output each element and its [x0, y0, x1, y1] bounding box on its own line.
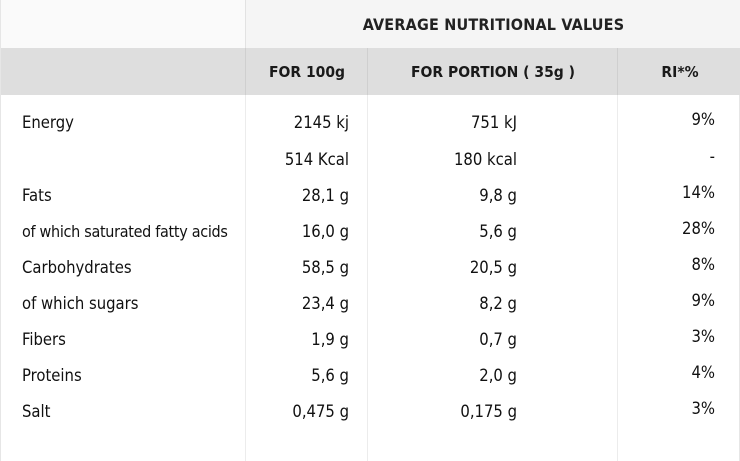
- nutrient-name: Fibers: [22, 330, 66, 349]
- nutrient-name: Salt: [22, 402, 51, 421]
- value-per-100g: 28,1 g: [301, 186, 349, 205]
- header-ri: RI*%: [617, 48, 740, 95]
- ri-percent: 28%: [682, 219, 715, 238]
- ri-percent: 8%: [691, 255, 715, 274]
- header-name: [1, 48, 245, 95]
- header-per-100g: FOR 100g: [245, 48, 368, 95]
- value-per-100g: 5,6 g: [311, 366, 349, 385]
- nutrient-name: [22, 142, 244, 178]
- table-row: Energy 2145 kj 751 kJ 9%: [1, 105, 740, 141]
- value-per-100g: 23,4 g: [301, 294, 349, 313]
- table-row: Proteins 5,6 g 2,0 g 4%: [1, 358, 740, 394]
- nutrient-name: Carbohydrates: [22, 258, 132, 277]
- value-per-portion: 2,0 g: [479, 366, 517, 385]
- header-row: FOR 100g FOR PORTION ( 35g ) RI*%: [1, 48, 740, 95]
- nutrient-name: of which saturated fatty acids: [22, 222, 228, 241]
- table-row: Fibers 1,9 g 0,7 g 3%: [1, 322, 740, 358]
- value-per-portion: 0,7 g: [479, 330, 517, 349]
- table-row: Salt 0,475 g 0,175 g 3%: [1, 394, 740, 430]
- ri-percent: 3%: [691, 327, 715, 346]
- title-band: AVERAGE NUTRITIONAL VALUES: [1, 0, 740, 48]
- table-row: Carbohydrates 58,5 g 20,5 g 8%: [1, 250, 740, 286]
- ri-percent: 9%: [691, 110, 715, 129]
- value-per-100g: 514 Kcal: [284, 150, 349, 169]
- table-row: 514 Kcal 180 kcal -: [1, 142, 740, 178]
- value-per-100g: 16,0 g: [301, 222, 349, 241]
- table-row: Fats 28,1 g 9,8 g 14%: [1, 178, 740, 214]
- value-per-portion: 0,175 g: [460, 402, 517, 421]
- value-per-100g: 58,5 g: [301, 258, 349, 277]
- value-per-portion: 5,6 g: [479, 222, 517, 241]
- header-per-portion: FOR PORTION ( 35g ): [367, 48, 618, 95]
- nutrient-name: Energy: [22, 113, 74, 132]
- column-divider: [245, 95, 246, 461]
- ri-percent: 4%: [691, 363, 715, 382]
- table-row: of which saturated fatty acids 16,0 g 5,…: [1, 214, 740, 250]
- column-divider: [617, 95, 618, 461]
- value-per-portion: 9,8 g: [479, 186, 517, 205]
- column-divider: [367, 95, 368, 461]
- value-per-100g: 2145 kj: [293, 113, 349, 132]
- value-per-100g: 0,475 g: [292, 402, 349, 421]
- value-per-portion: 20,5 g: [469, 258, 517, 277]
- table-row: of which sugars 23,4 g 8,2 g 9%: [1, 286, 740, 322]
- title-blank-cell: [1, 0, 246, 48]
- nutrient-name: Fats: [22, 186, 52, 205]
- ri-percent: 3%: [691, 399, 715, 418]
- ri-percent: 9%: [691, 291, 715, 310]
- value-per-portion: 180 kcal: [453, 150, 517, 169]
- nutrient-name: Proteins: [22, 366, 82, 385]
- table-title: AVERAGE NUTRITIONAL VALUES: [246, 0, 740, 48]
- ri-percent: -: [709, 147, 715, 166]
- ri-percent: 14%: [682, 183, 715, 202]
- value-per-portion: 751 kJ: [470, 113, 517, 132]
- value-per-portion: 8,2 g: [479, 294, 517, 313]
- value-per-100g: 1,9 g: [311, 330, 349, 349]
- nutrient-name: of which sugars: [22, 294, 139, 313]
